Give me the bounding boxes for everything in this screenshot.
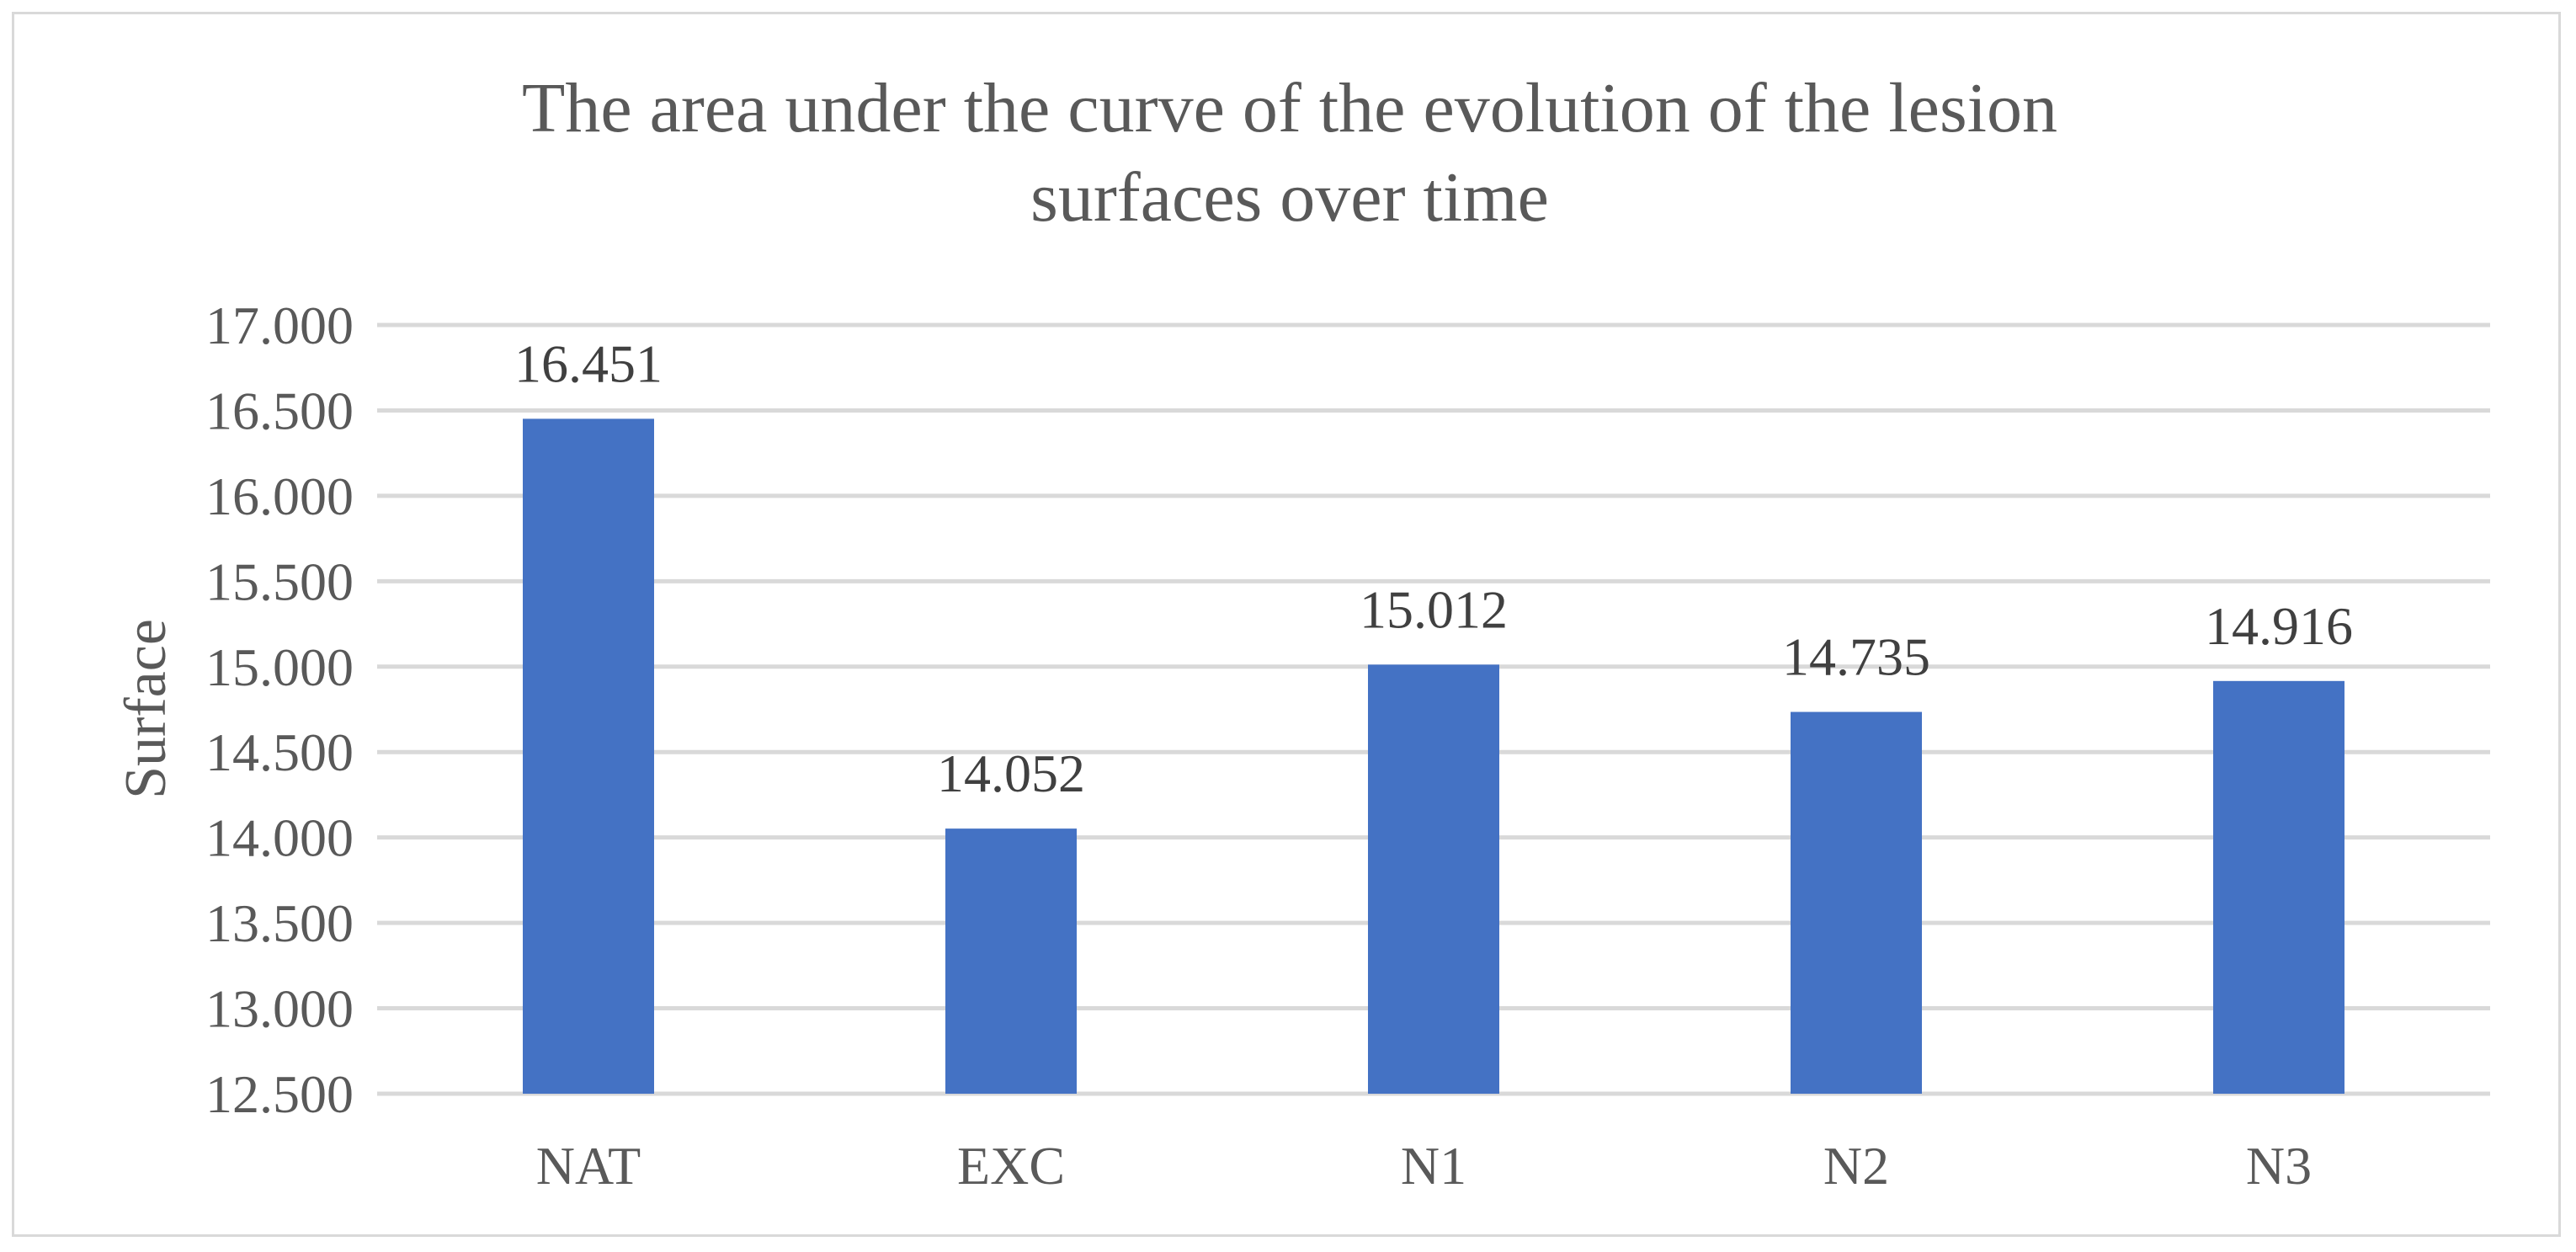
y-axis-title: Surface <box>114 619 178 799</box>
data-label-exc: 14.052 <box>937 743 1085 803</box>
bars <box>523 418 2344 1094</box>
data-label-n3: 14.916 <box>2205 596 2353 656</box>
y-tick-label: 13.500 <box>205 893 354 953</box>
y-tick-label: 12.500 <box>205 1064 354 1124</box>
bar-n2 <box>1791 711 1922 1094</box>
y-tick-label: 17.000 <box>205 296 354 355</box>
data-label-nat: 16.451 <box>514 333 663 393</box>
y-tick-label: 16.500 <box>205 381 354 440</box>
bar-n3 <box>2213 680 2344 1094</box>
y-axis-ticks: 12.500 13.000 13.500 14.000 14.500 15.000 15.5… <box>205 296 354 1124</box>
bar-exc <box>945 828 1077 1094</box>
x-category-label: EXC <box>957 1136 1065 1196</box>
x-category-label: N3 <box>2246 1136 2312 1196</box>
y-tick-label: 14.000 <box>205 808 354 868</box>
y-tick-label: 16.000 <box>205 466 354 526</box>
bar-nat <box>523 418 654 1094</box>
y-tick-label: 15.000 <box>205 637 354 697</box>
x-category-label: N2 <box>1823 1136 1889 1196</box>
chart-frame <box>12 12 2561 1237</box>
data-label-n2: 14.735 <box>1782 627 1930 687</box>
data-label-n1: 15.012 <box>1360 579 1508 639</box>
x-category-label: NAT <box>536 1136 641 1196</box>
y-tick-label: 14.500 <box>205 722 354 782</box>
y-tick-label: 13.000 <box>205 979 354 1039</box>
x-category-label: N1 <box>1401 1136 1466 1196</box>
y-tick-label: 15.500 <box>205 551 354 611</box>
chart-title-line-1: The area under the curve of the evolutio… <box>522 69 2057 147</box>
chart-title-line-2: surfaces over time <box>1030 158 1549 237</box>
bar-n1 <box>1368 664 1499 1094</box>
data-labels: 16.451 14.052 15.012 14.735 14.916 <box>514 333 2353 803</box>
x-axis-categories: NAT EXC N1 N2 N3 <box>536 1136 2312 1196</box>
gridlines <box>377 322 2490 1096</box>
